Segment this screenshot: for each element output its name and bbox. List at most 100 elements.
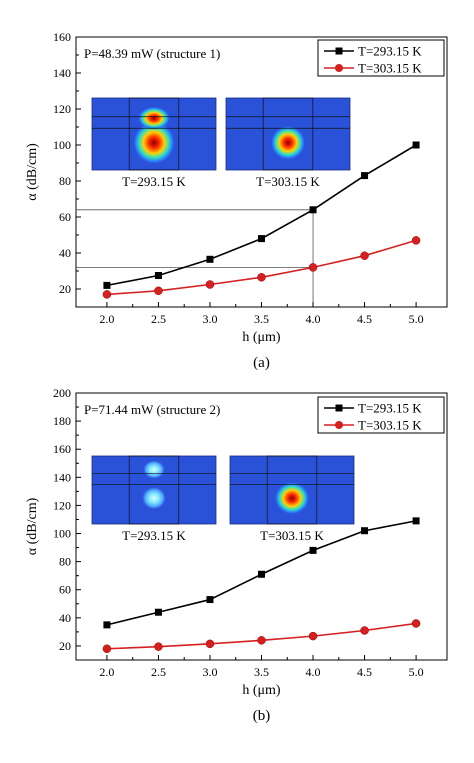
x-tick-label: 3.5 [254,665,269,679]
y-tick-label: 160 [53,30,71,44]
inset-field-map-2-ridge-outline [266,455,318,525]
x-tick-label: 2.5 [151,665,166,679]
data-point-series-1 [258,570,265,578]
x-tick-label: 3.0 [202,665,217,679]
x-tick-label: 2.0 [99,665,114,679]
inset-field-map-1-label: T=293.15 K [122,174,186,189]
chart-a-x-axis: 2.0 2.5 3.0 3.5 4.0 4.5 5.0 [99,302,424,326]
data-point-series-1 [206,255,214,263]
chart-a-legend: T=293.15 K T=303.15 K [317,39,445,77]
inset-field-map-2: T=303.15 K [225,97,351,189]
legend-swatch-marker [335,47,343,55]
inset-field-map-1-ridge-outline [128,455,180,525]
chart-b-legend: T=293.15 K T=303.15 K [317,396,445,434]
data-point-series-1 [361,527,369,535]
data-point-series-2 [411,619,421,628]
data-point-series-1 [103,621,111,629]
data-point-series-2 [308,631,318,641]
inset-field-map-1-mode-upper [142,460,166,480]
legend-swatch-marker [335,64,343,72]
x-tick-label: 2.0 [99,312,114,326]
data-point-series-2 [257,636,266,645]
x-tick-label: 3.0 [202,312,217,326]
y-tick-label: 140 [53,66,71,80]
chart-a: 2.0 2.5 3.0 3.5 4.0 4.5 5.0 20 40 60 80 100 120 140 1… [25,30,448,371]
x-tick-label: 4.5 [357,665,372,679]
inset-field-map-1-mode-lower [132,121,176,165]
inset-field-map-2-ridge-outline [262,97,314,171]
chart-b-y-axis-title: α (dB/cm) [25,497,40,555]
chart-b-x-axis: 2.0 2.5 3.0 3.5 4.0 4.5 5.0 [99,655,424,679]
y-tick-label: 100 [53,138,71,152]
inset-field-map-2-mode [274,481,310,515]
inset-field-map-2-label: T=303.15 K [256,174,320,189]
data-point-series-1 [361,172,369,180]
chart-b-y-axis: 20 40 60 80 100 120 140 160 180 200 [53,386,81,653]
data-point-series-2 [205,280,215,289]
legend-label: T=303.15 K [358,418,422,433]
chart-a-y-axis: 20 40 60 80 100 120 140 160 [53,30,81,296]
data-point-series-1 [103,281,111,289]
data-point-series-1 [309,546,317,554]
y-tick-label: 160 [53,442,71,456]
chart-b: 2.0 2.5 3.0 3.5 4.0 4.5 5.0 20 40 60 80 100 120 140 1… [25,386,448,724]
data-point-series-2 [102,290,112,299]
y-tick-label: 40 [59,611,71,625]
chart-a-annotation: P=48.39 mW (structure 1) [84,46,220,61]
y-tick-label: 80 [59,174,71,188]
inset-field-map-1-ridge-outline [128,97,180,171]
data-point-series-1 [154,272,162,279]
legend-swatch-marker [335,404,343,412]
data-point-series-2 [360,626,369,635]
y-tick-label: 200 [53,386,71,400]
legend-swatch-marker [335,421,343,429]
data-point-series-1 [412,517,420,525]
inset-field-map-2-mode [270,125,306,160]
inset-field-map-2: T=303.15 K [229,455,355,543]
x-tick-label: 4.0 [306,312,321,326]
chart-a-series-group [102,141,421,299]
inset-field-map-1-label: T=293.15 K [122,528,186,543]
data-point-series-2 [205,639,215,649]
inset-field-map-2-label: T=303.15 K [260,528,324,543]
data-point-series-2 [102,644,112,654]
y-tick-label: 120 [53,498,71,512]
x-tick-label: 4.5 [357,312,372,326]
data-point-series-2 [154,642,163,651]
data-point-series-2 [257,273,266,282]
x-tick-label: 5.0 [409,312,424,326]
y-tick-label: 20 [59,282,71,296]
y-tick-label: 180 [53,414,71,428]
data-point-series-1 [309,206,317,214]
data-point-series-1 [206,596,214,604]
chart-a-guide-lines [76,209,314,307]
chart-a-plot-frame [75,36,448,308]
chart-a-caption: (a) [253,355,270,371]
chart-b-caption: (b) [253,708,271,724]
y-tick-label: 40 [59,246,71,260]
legend-label: T=293.15 K [358,44,422,59]
x-tick-label: 4.0 [306,665,321,679]
inset-field-map-1: T=293.15 K [91,455,217,543]
y-tick-label: 80 [59,555,71,569]
data-point-series-1 [412,141,420,149]
chart-a-field-insets: T=293.15 K T=303.15 K [91,97,351,189]
data-point-series-2 [360,251,369,260]
data-point-series-2 [154,286,163,296]
y-tick-label: 60 [59,210,71,224]
inset-field-map-1-mode-upper [137,106,171,130]
y-tick-label: 100 [53,527,71,541]
y-tick-label: 60 [59,583,71,597]
y-tick-label: 140 [53,470,71,484]
data-point-series-2 [411,236,421,245]
chart-a-x-axis-title: h (μm) [242,330,281,345]
legend-label: T=303.15 K [358,61,422,76]
chart-a-y-axis-title: α (dB/cm) [25,143,40,201]
chart-b-annotation: P=71.44 mW (structure 2) [84,402,220,417]
inset-field-map-1: T=293.15 K [91,97,217,189]
x-tick-label: 2.5 [151,312,166,326]
data-point-series-1 [154,608,162,616]
data-point-series-2 [308,263,318,272]
chart-b-x-axis-title: h (μm) [242,683,281,698]
